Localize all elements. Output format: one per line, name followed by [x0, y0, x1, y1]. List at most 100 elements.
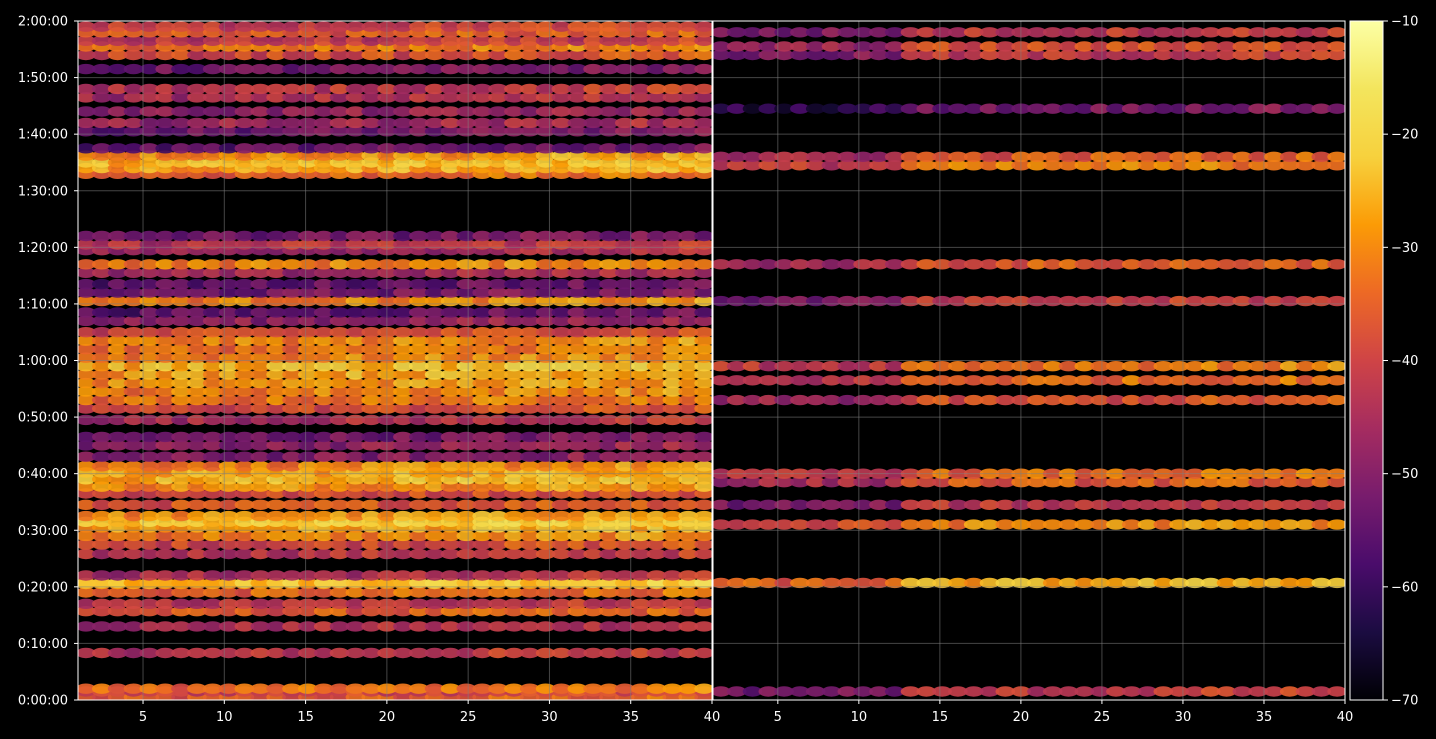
heatmap-cell [488, 307, 508, 318]
heatmap-cell [424, 49, 445, 61]
heatmap-cell [361, 621, 382, 632]
heatmap-cell [139, 606, 160, 617]
heatmap-cell [758, 160, 779, 171]
heatmap-cell [884, 394, 905, 406]
heatmap-cell [519, 259, 540, 270]
heatmap-cell [440, 327, 461, 338]
heatmap-cell [361, 587, 382, 598]
heatmap-cell [361, 259, 382, 270]
heatmap-cell [250, 587, 271, 598]
colorbar-tick-label: −70 [1391, 694, 1418, 709]
heatmap-cell [790, 49, 810, 61]
heatmap-cell [409, 315, 429, 327]
heatmap-cell [409, 267, 429, 278]
heatmap-cell [662, 683, 683, 694]
heatmap-cell [472, 481, 493, 492]
heatmap-cell [583, 307, 603, 318]
heatmap-cell [329, 278, 350, 290]
heatmap-cell [266, 548, 286, 560]
heatmap-cell [995, 259, 1016, 270]
heatmap-cell [837, 160, 858, 171]
heatmap-cell [123, 361, 144, 372]
heatmap-cell [92, 481, 112, 492]
heatmap-cell [345, 461, 366, 472]
heatmap-cell [615, 548, 635, 560]
heatmap-cell [187, 315, 207, 327]
heatmap-cell [329, 548, 350, 560]
heatmap-cell [535, 21, 556, 32]
heatmap-cell [821, 160, 842, 171]
heatmap-cell [1232, 477, 1253, 488]
heatmap-cell [187, 307, 207, 318]
heatmap-cell [837, 103, 858, 114]
heatmap-cell [646, 267, 667, 278]
heatmap-cell [456, 35, 477, 46]
heatmap-cell [440, 278, 461, 290]
heatmap-cell [250, 230, 271, 242]
heatmap-cell [678, 377, 698, 389]
heatmap-cell [662, 49, 683, 61]
heatmap-cell [900, 686, 921, 697]
heatmap-cell [678, 369, 698, 380]
heatmap-cell [583, 431, 603, 443]
heatmap-cell [504, 598, 524, 609]
heatmap-cell [282, 143, 302, 154]
heatmap-cell [678, 548, 698, 560]
heatmap-cell [504, 461, 524, 472]
heatmap-cell [361, 570, 382, 581]
heatmap-cell [662, 335, 683, 346]
heatmap-cell [821, 361, 842, 372]
heatmap-cell [504, 230, 524, 242]
heatmap-cell [599, 49, 619, 61]
heatmap-cell [694, 83, 712, 95]
heatmap-cell [713, 41, 731, 52]
heatmap-cell [298, 150, 318, 161]
heatmap-cell [282, 335, 302, 346]
heatmap-cell [646, 377, 667, 389]
heatmap-cell [440, 606, 461, 617]
heatmap-cell [123, 431, 144, 443]
heatmap-cell [187, 598, 207, 609]
heatmap-cell [218, 287, 239, 298]
heatmap-cell [551, 63, 572, 75]
heatmap-cell [742, 259, 763, 270]
heatmap-cell [726, 41, 747, 52]
heatmap-cell [472, 386, 493, 397]
heatmap-cell [250, 548, 271, 560]
heatmap-cell [329, 499, 350, 510]
heatmap-cell [567, 143, 588, 154]
heatmap-cell [393, 230, 413, 242]
heatmap-cell [123, 548, 144, 560]
heatmap-cell [1232, 499, 1253, 510]
heatmap-cell [218, 683, 239, 694]
heatmap-cell [1248, 477, 1268, 488]
heatmap-cell [424, 394, 445, 406]
heatmap-cell [519, 587, 540, 598]
heatmap-cell [472, 621, 493, 632]
heatmap-cell [504, 606, 524, 617]
heatmap-cell [313, 117, 334, 129]
heatmap-cell [424, 335, 445, 346]
heatmap-cell [345, 83, 366, 95]
heatmap-cell [250, 403, 271, 414]
heatmap-cell [583, 63, 603, 75]
heatmap-cell [615, 117, 635, 129]
heatmap-cell [107, 377, 128, 389]
heatmap-cell [202, 394, 223, 406]
heatmap-cell [805, 103, 826, 114]
heatmap-cell [1058, 477, 1079, 488]
heatmap-cell [266, 230, 286, 242]
heatmap-cell [171, 647, 191, 659]
heatmap-cell [234, 481, 255, 492]
heatmap-cell [171, 106, 191, 117]
heatmap-cell [92, 344, 112, 355]
heatmap-cell [790, 103, 810, 114]
heatmap-cell [963, 151, 984, 162]
heatmap-cell [187, 377, 207, 389]
heatmap-cell [488, 49, 508, 61]
heatmap-cell [805, 394, 826, 406]
heatmap-cell [694, 386, 712, 397]
heatmap-cell [155, 259, 175, 270]
heatmap-cell [218, 35, 239, 46]
y-tick-label: 0:00:00 [18, 694, 68, 709]
